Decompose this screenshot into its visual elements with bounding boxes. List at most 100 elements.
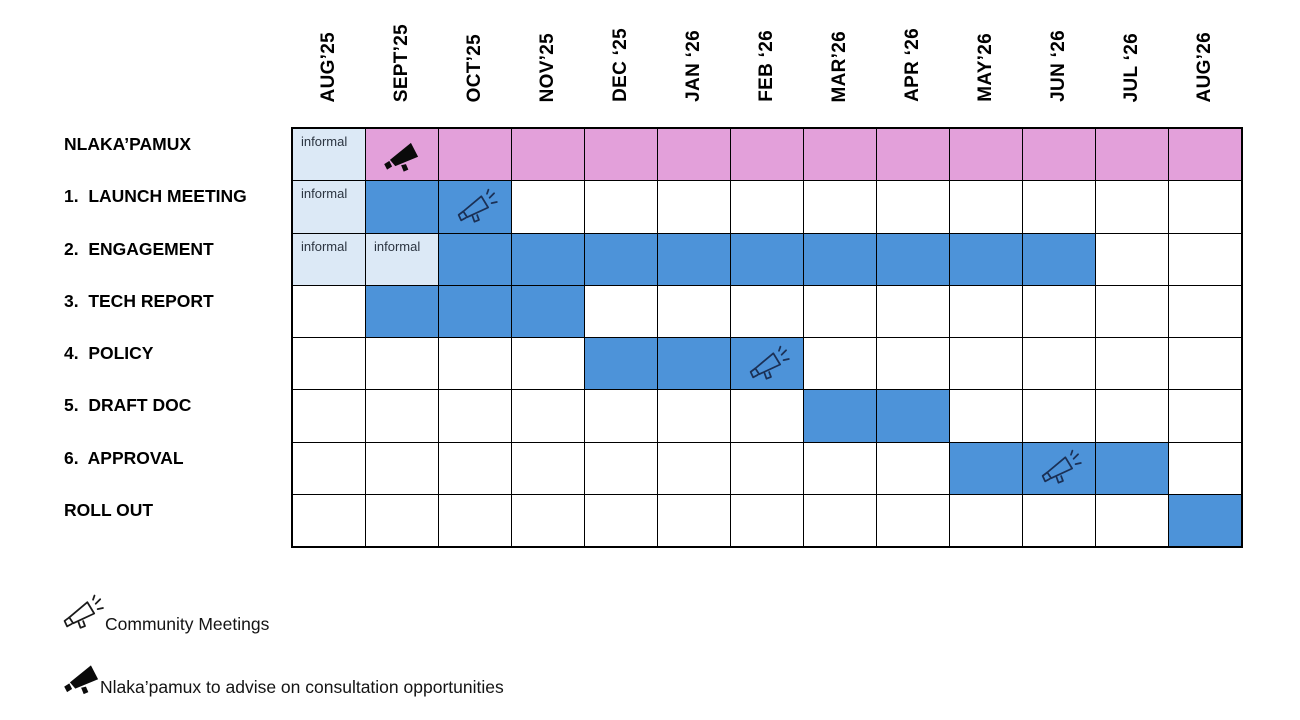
grid-cell-r1-c12 — [1096, 129, 1169, 182]
grid-cell-r3-c6 — [658, 233, 731, 286]
month-label: JUL ‘26 — [1120, 32, 1142, 102]
grid-cell-r5-c11 — [1023, 338, 1096, 391]
grid-cell-r1-c3 — [439, 129, 512, 182]
megaphone-outline-icon — [58, 594, 104, 637]
grid-cell-r3-c7 — [731, 233, 804, 286]
grid-cell-r5-c2 — [366, 338, 439, 391]
month-label: AUG’25 — [317, 31, 339, 102]
row-label: 2. ENGAGEMENT — [64, 238, 214, 259]
row-label: NLAKA’PAMUX — [64, 134, 192, 154]
grid-cell-r8-c7 — [731, 494, 804, 547]
grid-cell-r7-c12 — [1096, 442, 1169, 495]
grid-cell-r4-c2 — [366, 285, 439, 338]
informal-cell-text: informal — [301, 238, 348, 254]
grid-cell-r4-c8 — [804, 285, 877, 338]
grid-cell-r7-c4 — [512, 442, 585, 495]
grid-cell-r3-c10 — [950, 233, 1023, 286]
grid-cell-r5-c1 — [293, 338, 366, 391]
informal-cell-text: informal — [301, 186, 348, 202]
month-label: DEC ‘25 — [609, 28, 631, 102]
grid-cell-r5-c4 — [512, 338, 585, 391]
grid-cell-r5-c8 — [804, 338, 877, 391]
megaphone-solid-icon — [384, 142, 419, 172]
grid-cell-r4-c12 — [1096, 285, 1169, 338]
grid-cell-r2-c7 — [731, 181, 804, 234]
month-label: AUG’26 — [1193, 31, 1215, 102]
grid-cell-r2-c4 — [512, 181, 585, 234]
grid-cell-r6-c12 — [1096, 390, 1169, 443]
grid-cell-r2-c2 — [366, 181, 439, 234]
grid-cell-r7-c10 — [950, 442, 1023, 495]
grid-cell-r3-c11 — [1023, 233, 1096, 286]
grid-cell-r7-c8 — [804, 442, 877, 495]
grid-cell-r4-c6 — [658, 285, 731, 338]
grid-cell-r6-c11 — [1023, 390, 1096, 443]
grid-cell-r8-c13 — [1169, 494, 1242, 547]
grid-cell-r6-c2 — [366, 390, 439, 443]
grid-cell-r8-c5 — [585, 494, 658, 547]
grid-cell-r7-c11 — [1023, 442, 1096, 495]
grid-cell-r8-c4 — [512, 494, 585, 547]
grid-cell-r7-c3 — [439, 442, 512, 495]
grid-cell-r1-c6 — [658, 129, 731, 182]
megaphone-outline-icon — [63, 594, 104, 629]
grid-cell-r3-c12 — [1096, 233, 1169, 286]
gantt-grid: informal informal informal informal — [291, 127, 1243, 548]
grid-cell-r2-c8 — [804, 181, 877, 234]
grid-cell-r4-c9 — [877, 285, 950, 338]
row-label: ROLL OUT — [64, 499, 154, 520]
row-label: 3. TECH REPORT — [64, 290, 214, 311]
megaphone-solid-icon — [64, 665, 99, 695]
grid-cell-r3-c4 — [512, 233, 585, 286]
row-label: 6. APPROVAL — [64, 447, 184, 468]
grid-cell-r6-c4 — [512, 390, 585, 443]
month-header-cell: JUL ‘26 — [1095, 0, 1168, 128]
grid-cell-r1-c4 — [512, 129, 585, 182]
grid-cell-r4-c13 — [1169, 285, 1242, 338]
grid-cell-r2-c9 — [877, 181, 950, 234]
megaphone-outline-icon — [457, 188, 498, 223]
grid-cell-r6-c13 — [1169, 390, 1242, 443]
grid-cell-r6-c6 — [658, 390, 731, 443]
grid-cell-r4-c10 — [950, 285, 1023, 338]
grid-cell-r2-c6 — [658, 181, 731, 234]
grid-cell-r2-c12 — [1096, 181, 1169, 234]
grid-cell-r5-c13 — [1169, 338, 1242, 391]
megaphone-outline-icon — [749, 345, 790, 380]
grid-cell-r7-c13 — [1169, 442, 1242, 495]
grid-cell-r6-c8 — [804, 390, 877, 443]
grid-cell-r2-c11 — [1023, 181, 1096, 234]
grid-cell-r1-c5 — [585, 129, 658, 182]
month-header-cell: SEPT’25 — [365, 0, 438, 128]
grid-cell-r3-c9 — [877, 233, 950, 286]
grid-cell-r8-c10 — [950, 494, 1023, 547]
grid-cell-r5-c12 — [1096, 338, 1169, 391]
grid-cell-r5-c5 — [585, 338, 658, 391]
megaphone-solid-icon — [61, 659, 103, 701]
grid-cell-r1-c9 — [877, 129, 950, 182]
month-header-cell: JUN ‘26 — [1022, 0, 1095, 128]
grid-cell-r5-c6 — [658, 338, 731, 391]
grid-cell-r2-c3 — [439, 181, 512, 234]
grid-cell-r3-c2: informal — [366, 233, 439, 286]
megaphone-outline-icon — [1041, 449, 1082, 484]
grid-cell-r7-c1 — [293, 442, 366, 495]
month-header-cell: AUG’26 — [1168, 0, 1241, 128]
grid-cell-r8-c12 — [1096, 494, 1169, 547]
month-header-cell: AUG’25 — [292, 0, 365, 128]
grid-cell-r1-c10 — [950, 129, 1023, 182]
month-label: MAR’26 — [828, 30, 850, 102]
grid-cell-r7-c9 — [877, 442, 950, 495]
month-label: APR ‘26 — [901, 28, 923, 102]
grid-cell-r1-c8 — [804, 129, 877, 182]
month-label: FEB ‘26 — [755, 30, 777, 102]
grid-cell-r4-c3 — [439, 285, 512, 338]
grid-cell-r2-c1: informal — [293, 181, 366, 234]
month-header-row: AUG’25 SEPT’25 OCT’25 NOV’25 DEC ‘25 JAN ‘26 F… — [292, 0, 1241, 128]
grid-cell-r7-c2 — [366, 442, 439, 495]
month-label: SEPT’25 — [390, 23, 412, 102]
informal-cell-text: informal — [301, 134, 348, 149]
month-header-cell: FEB ‘26 — [730, 0, 803, 128]
grid-cell-r4-c4 — [512, 285, 585, 338]
